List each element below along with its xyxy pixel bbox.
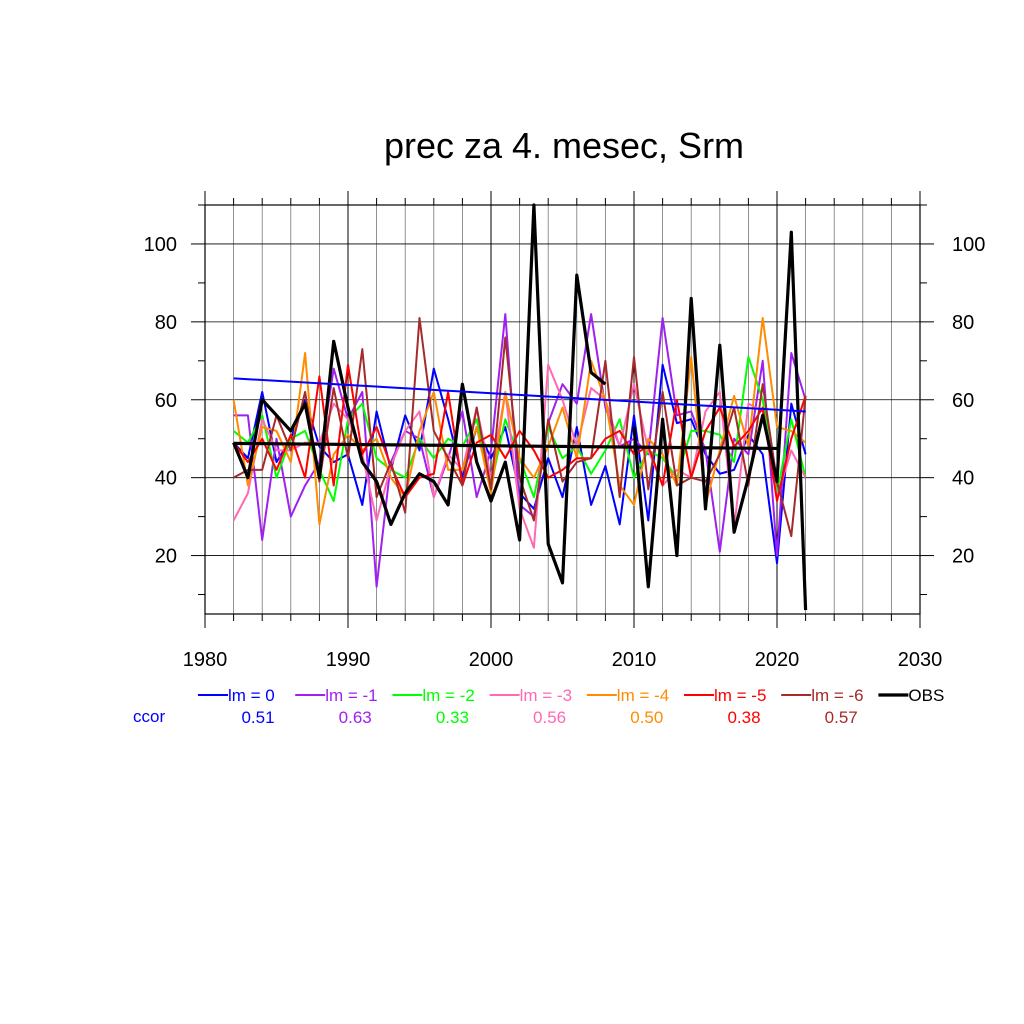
x-tick-label: 1980 [183,649,228,671]
y-tick-label-right: 20 [952,546,974,568]
plot-frame [204,204,921,615]
ccor-value-5: 0.38 [727,708,760,727]
legend-label-5: lm = -5 [714,686,766,705]
y-tick-label-right: 60 [952,390,974,412]
legend-label-3: lm = -3 [520,686,572,705]
y-tick-label: 40 [155,468,177,490]
y-tick-label-right: 80 [952,312,974,334]
legend-label-7: OBS [908,686,944,705]
ccor-label: ccor [133,707,165,726]
series-group [232,203,808,611]
x-tick-label: 2020 [755,649,800,671]
trend-line-0 [233,377,806,413]
series-line-7 [232,203,808,611]
series-line-4 [232,316,807,526]
trend-line-1 [233,441,778,451]
x-tick-label: 2010 [612,649,657,671]
x-tick-label: 2030 [898,649,943,671]
y-tick-label: 60 [155,390,177,412]
ccor-value-2: 0.33 [436,708,469,727]
legend-label-4: lm = -4 [617,686,669,705]
y-tick-label: 20 [155,546,177,568]
ccor-value-1: 0.63 [339,708,372,727]
chart-title: prec za 4. mesec, Srm [384,125,744,166]
legend: ccor lm = 0 0.51 lm = -1 0.63 lm = -2 0.33 lm =… [133,686,944,727]
y-tick-label: 100 [144,234,177,256]
y-tick-label-right: 100 [952,234,985,256]
legend-label-6: lm = -6 [811,686,863,705]
ccor-value-0: 0.51 [241,708,274,727]
x-tick-label: 2000 [469,649,514,671]
legend-label-1: lm = -1 [325,686,377,705]
legend-label-0: lm = 0 [228,686,275,705]
plot-border [204,204,921,615]
y-tick-label-right: 40 [952,468,974,490]
ccor-value-4: 0.50 [630,708,663,727]
x-tick-label: 1990 [326,649,371,671]
y-tick-label: 80 [155,312,177,334]
ccor-value-3: 0.56 [533,708,566,727]
legend-label-2: lm = -2 [422,686,474,705]
series-line-5 [232,363,807,503]
ccor-value-6: 0.57 [825,708,858,727]
